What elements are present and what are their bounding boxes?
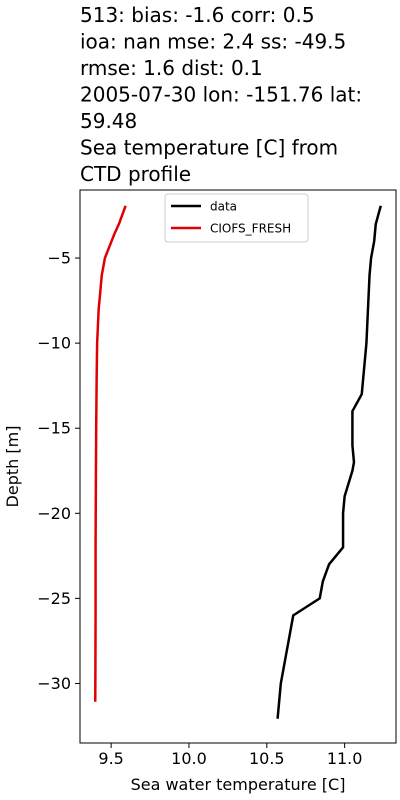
y-tick-label: −25 <box>37 589 71 608</box>
plot-series <box>94 205 382 719</box>
series-line-ciofs-fresh <box>94 205 127 702</box>
x-tick-label: 9.5 <box>98 749 123 768</box>
title-line: 513: bias: -1.6 corr: 0.5 <box>80 3 315 27</box>
chart-title: 513: bias: -1.6 corr: 0.5 ioa: nan mse: 2… <box>80 3 362 186</box>
x-tick-label: 10.5 <box>249 749 285 768</box>
y-tick-label: −15 <box>37 419 71 438</box>
y-tick-label: −10 <box>37 334 71 353</box>
y-axis-ticks: −5 −10 −15 −20 −25 −30 <box>37 249 80 693</box>
y-tick-label: −30 <box>37 674 71 693</box>
title-line: 59.48 <box>80 109 137 133</box>
title-line: 2005-07-30 lon: -151.76 lat: <box>80 83 362 107</box>
x-tick-label: 11.0 <box>327 749 363 768</box>
series-line-data <box>276 205 382 719</box>
legend: data CIOFS_FRESH <box>164 193 309 243</box>
legend-entry-label: CIOFS_FRESH <box>210 222 291 236</box>
title-line: CTD profile <box>80 162 191 186</box>
y-tick-label: −5 <box>47 249 71 268</box>
plot-area-frame <box>79 189 397 744</box>
x-tick-label: 10.0 <box>171 749 207 768</box>
title-line: Sea temperature [C] from <box>80 136 338 160</box>
y-tick-label: −20 <box>37 504 71 523</box>
y-axis-label: Depth [m] <box>3 426 22 508</box>
legend-entry-label: data <box>210 200 237 214</box>
title-line: ioa: nan mse: 2.4 ss: -49.5 <box>80 30 346 54</box>
title-line: rmse: 1.6 dist: 0.1 <box>80 56 263 80</box>
x-axis-ticks: 9.5 10.0 10.5 11.0 <box>98 743 362 768</box>
x-axis-label: Sea water temperature [C] <box>131 775 346 794</box>
